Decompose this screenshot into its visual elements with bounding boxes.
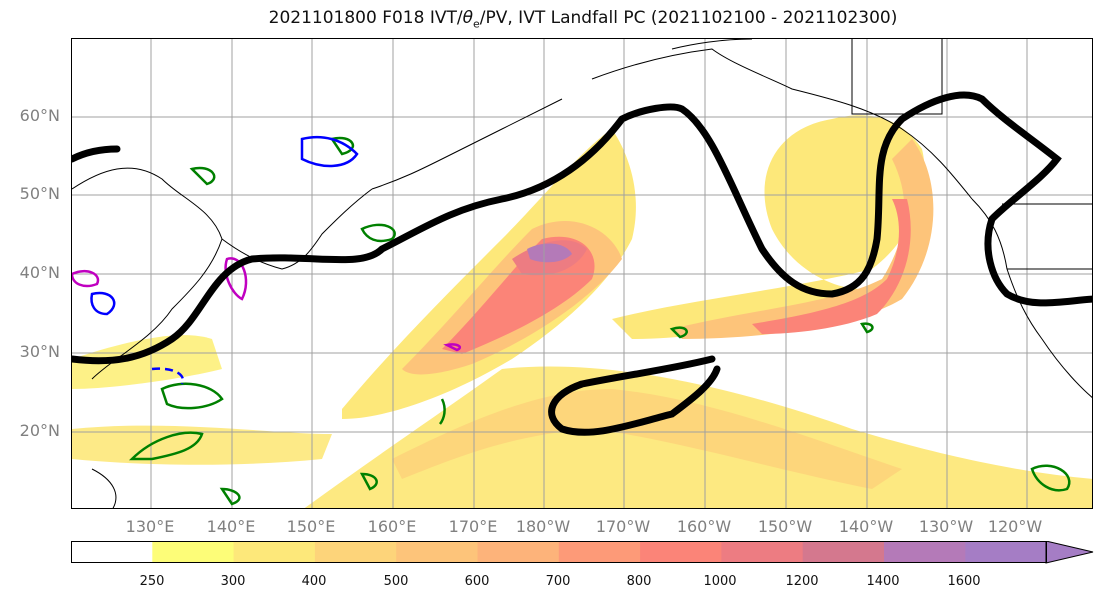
colorbar-segment bbox=[965, 541, 1048, 563]
colorbar-tick-250: 250 bbox=[139, 574, 165, 589]
colorbar-extend-arrow bbox=[1045, 541, 1094, 564]
colorbar-segment bbox=[558, 541, 641, 563]
plot-title: 2021101800 F018 IVT/θe/PV, IVT Landfall … bbox=[268, 8, 898, 31]
lat-label-30n: 30°N bbox=[19, 342, 60, 361]
colorbar-tick-700: 700 bbox=[545, 574, 571, 589]
lat-label-20n: 20°N bbox=[19, 421, 60, 440]
colorbar-outline bbox=[71, 541, 1047, 563]
lon-label-170w: 170°W bbox=[595, 517, 651, 536]
colorbar-segment bbox=[152, 541, 235, 563]
colorbar bbox=[71, 541, 1094, 564]
lon-label-160w: 160°W bbox=[676, 517, 732, 536]
colorbar-tick-1600: 1600 bbox=[947, 574, 981, 589]
lon-label-150e: 150°E bbox=[286, 517, 336, 536]
lat-label-60n: 60°N bbox=[19, 106, 60, 125]
colorbar-segment bbox=[721, 541, 804, 563]
lon-label-160e: 160°E bbox=[367, 517, 417, 536]
colorbar-tick-500: 500 bbox=[383, 574, 409, 589]
colorbar-segment bbox=[314, 541, 397, 563]
colorbar-tick-300: 300 bbox=[220, 574, 246, 589]
landfall-pc-contour bbox=[72, 91, 1092, 436]
lon-label-170e: 170°E bbox=[448, 517, 498, 536]
lon-label-130w: 130°W bbox=[918, 517, 974, 536]
colorbar-tick-400: 400 bbox=[301, 574, 327, 589]
pv-contours bbox=[128, 136, 1071, 506]
lon-label-130e: 130°E bbox=[125, 517, 175, 536]
colorbar-tick-1400: 1400 bbox=[866, 574, 900, 589]
colorbar-segment bbox=[71, 541, 153, 563]
ivt-shading bbox=[72, 115, 1092, 508]
map-canvas bbox=[72, 39, 1092, 508]
lon-label-140e: 140°E bbox=[206, 517, 256, 536]
lon-label-180w: 180°W bbox=[515, 517, 571, 536]
colorbar-segment bbox=[802, 541, 885, 563]
lon-label-150w: 150°W bbox=[757, 517, 813, 536]
colorbar-tick-800: 800 bbox=[626, 574, 652, 589]
colorbar-tick-1200: 1200 bbox=[785, 574, 819, 589]
colorbar-segment bbox=[233, 541, 316, 563]
colorbar-segment bbox=[640, 541, 722, 563]
colorbar-segment bbox=[477, 541, 560, 563]
map-panel bbox=[71, 38, 1093, 509]
lon-label-140w: 140°W bbox=[838, 517, 894, 536]
lon-label-120w: 120°W bbox=[987, 517, 1043, 536]
lat-label-40n: 40°N bbox=[19, 263, 60, 282]
colorbar-segment bbox=[884, 541, 966, 563]
lat-label-50n: 50°N bbox=[19, 184, 60, 203]
colorbar-tick-1000: 1000 bbox=[703, 574, 737, 589]
colorbar-segment bbox=[396, 541, 478, 563]
colorbar-tick-600: 600 bbox=[464, 574, 490, 589]
colorbar-segments bbox=[71, 541, 1048, 563]
